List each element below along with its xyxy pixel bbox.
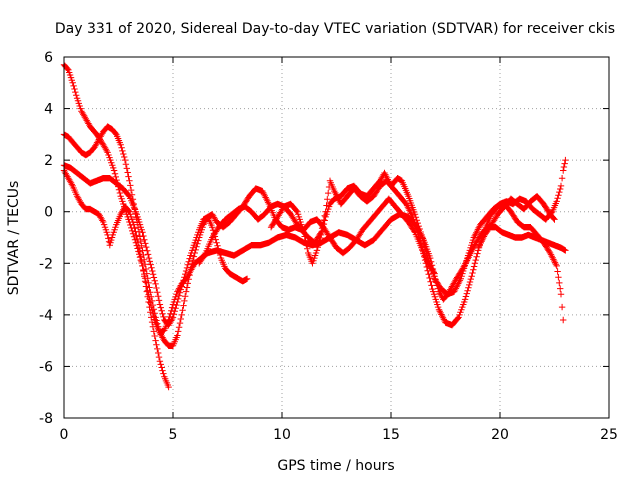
series-arc-6 bbox=[267, 156, 569, 298]
x-tick-label: 25 bbox=[600, 427, 618, 443]
y-tick-label: -4 bbox=[39, 308, 53, 324]
x-tick-label: 5 bbox=[169, 427, 178, 443]
plot-frame bbox=[63, 56, 610, 419]
series-arc-5 bbox=[196, 195, 438, 277]
x-axis-label: GPS time / hours bbox=[277, 458, 394, 474]
axis-ticks: 0 5 10 15 20 25 -8 -6 -4 -2 0 2 4 6 bbox=[39, 50, 618, 443]
x-tick-label: 20 bbox=[491, 427, 509, 443]
y-tick-label: -8 bbox=[39, 411, 53, 427]
y-tick-label: 6 bbox=[44, 50, 53, 66]
x-tick-label: 15 bbox=[382, 427, 400, 443]
y-axis-label: SDTVAR / TECUs bbox=[6, 181, 22, 296]
x-tick-label: 0 bbox=[60, 427, 69, 443]
series-markers bbox=[475, 193, 558, 251]
series-markers bbox=[196, 195, 438, 277]
y-tick-label: 2 bbox=[44, 153, 53, 169]
y-tick-label: -6 bbox=[39, 359, 53, 375]
chart-title: Day 331 of 2020, Sidereal Day-to-day VTE… bbox=[55, 21, 615, 37]
series-arc-7 bbox=[475, 193, 558, 251]
y-tick-label: 4 bbox=[44, 102, 53, 118]
y-tick-label: 0 bbox=[44, 205, 53, 221]
series-markers bbox=[267, 156, 569, 298]
x-tick-label: 10 bbox=[273, 427, 291, 443]
data-points bbox=[60, 61, 569, 391]
y-tick-label: -2 bbox=[39, 256, 53, 272]
